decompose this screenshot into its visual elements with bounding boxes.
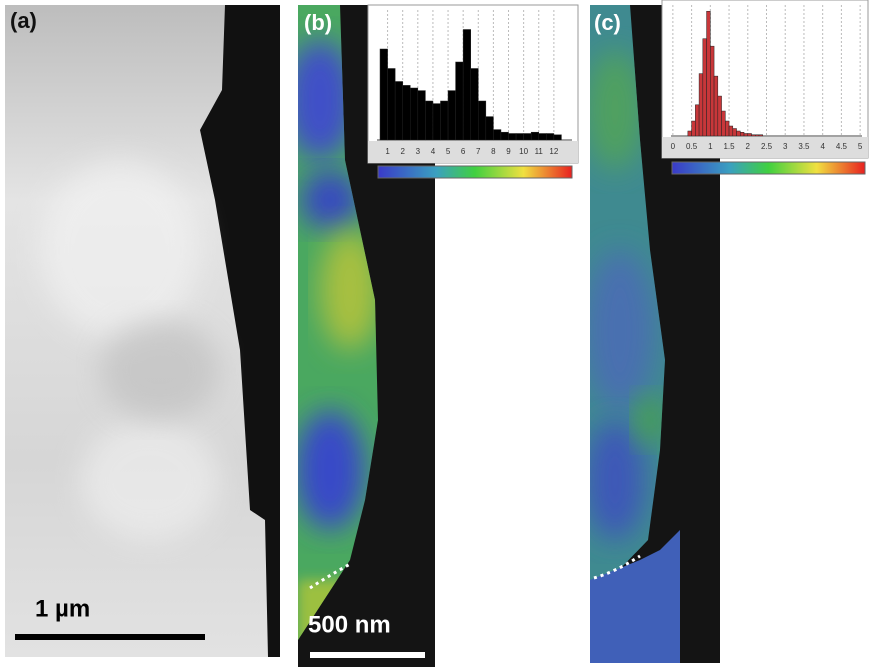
x-tick-label: 12 [549, 147, 558, 156]
bar [718, 96, 722, 136]
x-tick-label: 4 [431, 147, 436, 156]
texture [100, 320, 220, 420]
bar [737, 131, 741, 136]
bar [440, 101, 448, 140]
bar [524, 134, 532, 141]
bar [463, 30, 471, 141]
bar [707, 11, 711, 136]
bar [539, 134, 547, 141]
x-tick-label: 5 [858, 142, 863, 151]
bar [744, 134, 748, 136]
bar [546, 134, 554, 141]
bar [688, 131, 692, 136]
bar [448, 91, 456, 140]
bar [501, 132, 509, 140]
x-tick-label: 2.5 [761, 142, 773, 151]
scale-bar-label: 500 nm [308, 611, 391, 638]
bar [729, 126, 733, 136]
x-tick-label: 2 [400, 147, 405, 156]
bar [733, 129, 737, 136]
x-tick-label: 0 [671, 142, 676, 151]
x-tick-label: 8 [491, 147, 496, 156]
x-tick-label: 1 [385, 147, 390, 156]
bar [388, 69, 396, 141]
bar [695, 105, 699, 136]
bar [759, 135, 763, 136]
bar [509, 134, 517, 141]
bar [486, 117, 494, 140]
bar [722, 111, 726, 136]
x-tick-label: 5 [446, 147, 451, 156]
bar [410, 88, 418, 140]
x-tick-label: 7 [476, 147, 481, 156]
panel-label: (b) [304, 10, 332, 35]
bar [433, 104, 441, 140]
texture [40, 160, 200, 340]
bar [692, 121, 696, 136]
bar [710, 46, 714, 136]
x-tick-label: 3 [783, 142, 788, 151]
x-tick-label: 0.5 [686, 142, 698, 151]
x-tick-label: 3.5 [798, 142, 810, 151]
bar [516, 134, 524, 141]
x-tick-label: 9 [506, 147, 511, 156]
figure: (a) 1 µm (b) 500 nm (c) [0, 0, 869, 667]
bar [755, 135, 759, 136]
x-tick-label: 3 [416, 147, 421, 156]
bar [725, 121, 729, 136]
bar [425, 101, 433, 140]
x-tick-label: 1 [708, 142, 713, 151]
texture [80, 420, 220, 540]
x-tick-label: 4 [820, 142, 825, 151]
x-tick-label: 6 [461, 147, 466, 156]
panel-a: (a) 1 µm [5, 5, 280, 657]
color-bar [672, 162, 865, 174]
x-tick-label: 10 [519, 147, 528, 156]
bar [478, 101, 486, 140]
x-tick-label: 1.5 [723, 142, 735, 151]
bar [395, 82, 403, 141]
panel-label: (c) [594, 10, 621, 35]
bar [752, 135, 756, 136]
bar [748, 134, 752, 136]
x-tick-label: 4.5 [836, 142, 848, 151]
bar [493, 130, 501, 140]
x-tick-label: 2 [746, 142, 751, 151]
bar [403, 85, 411, 140]
bar [471, 69, 479, 141]
bar [456, 62, 464, 140]
color-bar [378, 166, 572, 178]
x-tick-label: 11 [535, 147, 544, 156]
bar [380, 49, 388, 140]
bar [740, 132, 744, 136]
bar [714, 76, 718, 136]
bar [418, 91, 426, 140]
scale-bar-label: 1 µm [35, 595, 90, 622]
bar [531, 132, 539, 140]
panel-label: (a) [10, 8, 37, 33]
bar [554, 135, 562, 140]
bar [699, 74, 703, 136]
bar [703, 39, 707, 136]
